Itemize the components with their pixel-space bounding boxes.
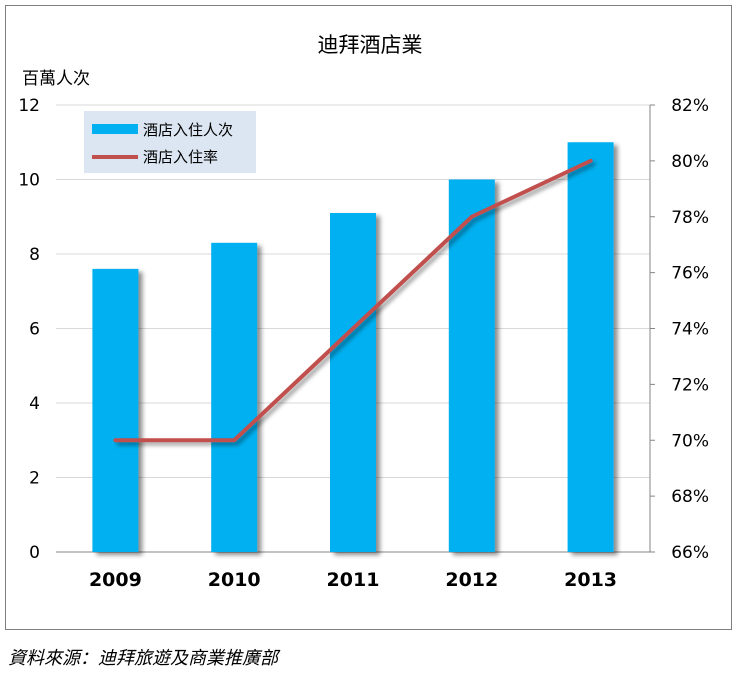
x-tick-label: 2010 <box>208 569 261 591</box>
right-tick-label: 66% <box>671 543 709 563</box>
x-axis-ticks: 2009 2010 2011 2012 2013 <box>89 569 617 591</box>
x-tick-label: 2011 <box>327 569 380 591</box>
left-tick-label: 12 <box>18 96 40 116</box>
left-tick-label: 10 <box>18 171 40 191</box>
left-tick-label: 8 <box>29 245 40 265</box>
legend-label-line: 酒店入住率 <box>143 148 218 166</box>
left-tick-label: 6 <box>29 320 40 340</box>
source-note: 資料來源：迪拜旅遊及商業推廣部 <box>8 648 278 669</box>
right-tick-label: 68% <box>671 487 709 507</box>
legend-swatch-line <box>92 155 138 159</box>
bar <box>448 179 495 552</box>
right-tick-label: 82% <box>671 96 709 116</box>
right-tick-label: 72% <box>671 375 709 395</box>
x-tick-label: 2012 <box>445 569 498 591</box>
bar <box>567 142 614 552</box>
line-path <box>113 158 593 443</box>
right-tick-label: 76% <box>671 264 709 284</box>
y-axis-label: 百萬人次 <box>22 69 90 89</box>
right-tick-label: 78% <box>671 208 709 228</box>
right-tick-label: 70% <box>671 431 709 451</box>
right-tick-label: 80% <box>671 152 709 172</box>
bar <box>92 268 139 552</box>
legend: 酒店入住人次 酒店入住率 <box>84 111 256 173</box>
legend-swatch-bar <box>92 124 138 134</box>
left-tick-label: 0 <box>29 543 40 563</box>
bar-series <box>92 142 614 552</box>
legend-label-bar: 酒店入住人次 <box>143 121 233 139</box>
bar <box>211 242 258 552</box>
bar <box>330 213 376 552</box>
chart-title: 迪拜酒店業 <box>318 33 423 57</box>
right-tick-label: 74% <box>671 320 709 340</box>
x-tick-label: 2013 <box>564 569 617 591</box>
left-tick-label: 4 <box>29 394 40 414</box>
legend-box <box>84 111 256 173</box>
left-tick-label: 2 <box>29 469 40 489</box>
line-series <box>113 158 593 443</box>
left-axis-ticks: 0 2 4 6 8 10 12 <box>18 96 40 563</box>
chart: 迪拜酒店業 百萬人次 0 2 4 6 8 10 12 66% 68% 70% 72% 74% 76% 7… <box>18 33 709 591</box>
right-axis-ticks: 66% 68% 70% 72% 74% 76% 78% 80% 82% <box>649 96 709 563</box>
x-tick-label: 2009 <box>89 569 142 591</box>
